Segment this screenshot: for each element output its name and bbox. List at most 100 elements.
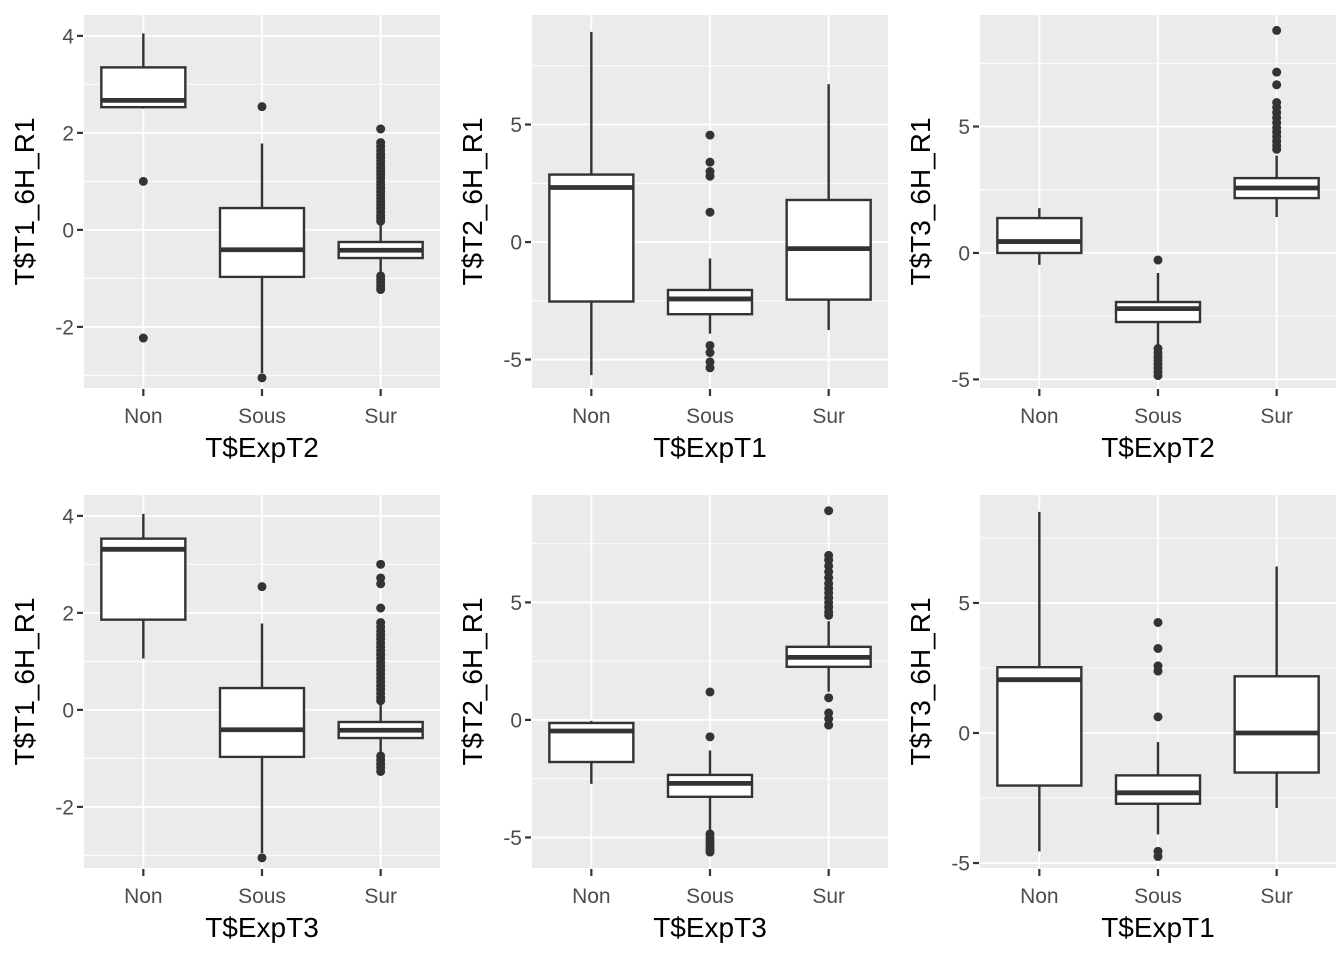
outlier-point: [1272, 67, 1282, 77]
y-axis-title: T$T3_6H_R1: [905, 117, 936, 285]
outlier-point: [705, 207, 715, 217]
outlier-point: [376, 216, 386, 226]
outlier-point: [1153, 643, 1163, 653]
boxplot-sous: [666, 130, 754, 373]
x-axis-title: T$ExpT3: [653, 912, 767, 943]
outlier-point: [705, 171, 715, 181]
outlier-point: [1272, 25, 1282, 35]
y-axis-title: T$T3_6H_R1: [905, 597, 936, 765]
outlier-point: [376, 285, 386, 295]
x-tick-label: Sous: [686, 885, 734, 908]
boxplot-sur: [337, 559, 424, 776]
iqr-box: [996, 216, 1083, 255]
x-tick-label: Sur: [364, 405, 397, 428]
y-tick-label: 2: [62, 122, 74, 145]
outlier-point: [705, 130, 715, 140]
y-tick-label: 5: [958, 592, 970, 615]
y-tick-label: -5: [503, 349, 522, 372]
x-axis-title: T$ExpT1: [653, 432, 767, 463]
iqr-box: [100, 537, 187, 621]
outlier-point: [824, 610, 834, 620]
boxplot-sur: [337, 124, 424, 295]
outlier-point: [705, 732, 715, 742]
outlier-point: [705, 847, 715, 857]
x-tick-label: Sur: [1260, 405, 1293, 428]
boxplot-non: [548, 31, 635, 376]
x-tick-label: Non: [572, 885, 611, 908]
boxplot-sous: [666, 687, 754, 857]
outlier-point: [705, 348, 715, 358]
y-axis-title: T$T2_6H_R1: [457, 597, 488, 765]
outlier-point: [1153, 852, 1163, 862]
boxplot-sous: [1114, 617, 1202, 862]
y-tick-label: 0: [62, 699, 74, 722]
outlier-point: [376, 766, 386, 776]
y-axis-title: T$T2_6H_R1: [457, 117, 488, 285]
x-tick-label: Non: [572, 405, 611, 428]
x-tick-label: Non: [124, 885, 163, 908]
x-axis-title: T$ExpT3: [205, 912, 319, 943]
y-tick-label: 5: [958, 116, 970, 139]
boxplot-chart-3: Non Sous Sur -5 0 5 T$ExpT2 T$T3_6H_R1: [905, 15, 1336, 463]
x-tick-label: Sur: [364, 885, 397, 908]
outlier-point: [138, 333, 148, 343]
outlier-point: [376, 559, 386, 569]
iqr-box: [548, 173, 635, 303]
y-tick-label: 5: [510, 592, 522, 615]
iqr-box: [1233, 675, 1320, 774]
outlier-point: [824, 506, 834, 516]
y-tick-label: 0: [510, 709, 522, 732]
x-tick-label: Sur: [812, 885, 845, 908]
outlier-point: [705, 340, 715, 350]
iqr-box: [218, 206, 306, 279]
y-tick-label: 4: [62, 505, 74, 528]
outlier-point: [1153, 712, 1163, 722]
y-tick-label: 0: [62, 219, 74, 242]
outlier-point: [1153, 255, 1163, 265]
boxplot-non: [996, 208, 1083, 265]
y-axis-title: T$T1_6H_R1: [9, 117, 40, 285]
x-axis-title: T$ExpT2: [1101, 432, 1215, 463]
x-tick-label: Non: [1020, 405, 1059, 428]
outlier-point: [1153, 371, 1163, 381]
boxplot-non: [548, 720, 635, 784]
outlier-point: [824, 714, 834, 724]
boxplot-non: [996, 511, 1083, 852]
x-tick-label: Sous: [1134, 405, 1182, 428]
x-tick-label: Sur: [812, 405, 845, 428]
outlier-point: [824, 720, 834, 730]
boxplot-sur: [785, 506, 872, 730]
y-tick-label: -5: [951, 853, 970, 876]
y-tick-label: 4: [62, 25, 74, 48]
boxplot-non: [100, 33, 187, 343]
iqr-box: [218, 686, 306, 759]
boxplot-sous: [218, 102, 306, 383]
y-tick-label: -5: [951, 369, 970, 392]
x-axis-title: T$ExpT2: [205, 432, 319, 463]
y-tick-label: 0: [958, 723, 970, 746]
iqr-box: [1114, 774, 1202, 805]
boxplot-sur: [785, 84, 872, 330]
y-tick-label: 0: [510, 232, 522, 255]
outlier-point: [376, 579, 386, 589]
boxplot-chart-2: Non Sous Sur -5 0 5 T$ExpT1 T$T2_6H_R1: [457, 15, 888, 463]
outlier-point: [376, 603, 386, 613]
y-tick-label: -2: [55, 796, 74, 819]
boxplot-chart-4: Non Sous Sur -2 0 2 4 T$ExpT3 T$T1_6H_R1: [9, 495, 440, 943]
outlier-point: [257, 853, 267, 863]
x-axis-title: T$ExpT1: [1101, 912, 1215, 943]
boxplot-sur: [1233, 566, 1320, 808]
boxplot-chart-5: Non Sous Sur -5 0 5 T$ExpT3 T$T2_6H_R1: [457, 495, 888, 943]
x-tick-label: Sur: [1260, 885, 1293, 908]
boxplot-sous: [1114, 255, 1202, 381]
x-tick-label: Sous: [1134, 885, 1182, 908]
outlier-point: [1272, 144, 1282, 154]
y-tick-label: -5: [503, 827, 522, 850]
outlier-point: [257, 582, 267, 592]
outlier-point: [138, 176, 148, 186]
boxplot-chart-1: Non Sous Sur -2 0 2 4 T$ExpT2 T$T1_6H_R1: [9, 15, 440, 463]
outlier-point: [1153, 617, 1163, 627]
iqr-box: [666, 773, 754, 798]
x-tick-label: Non: [1020, 885, 1059, 908]
outlier-point: [257, 373, 267, 383]
